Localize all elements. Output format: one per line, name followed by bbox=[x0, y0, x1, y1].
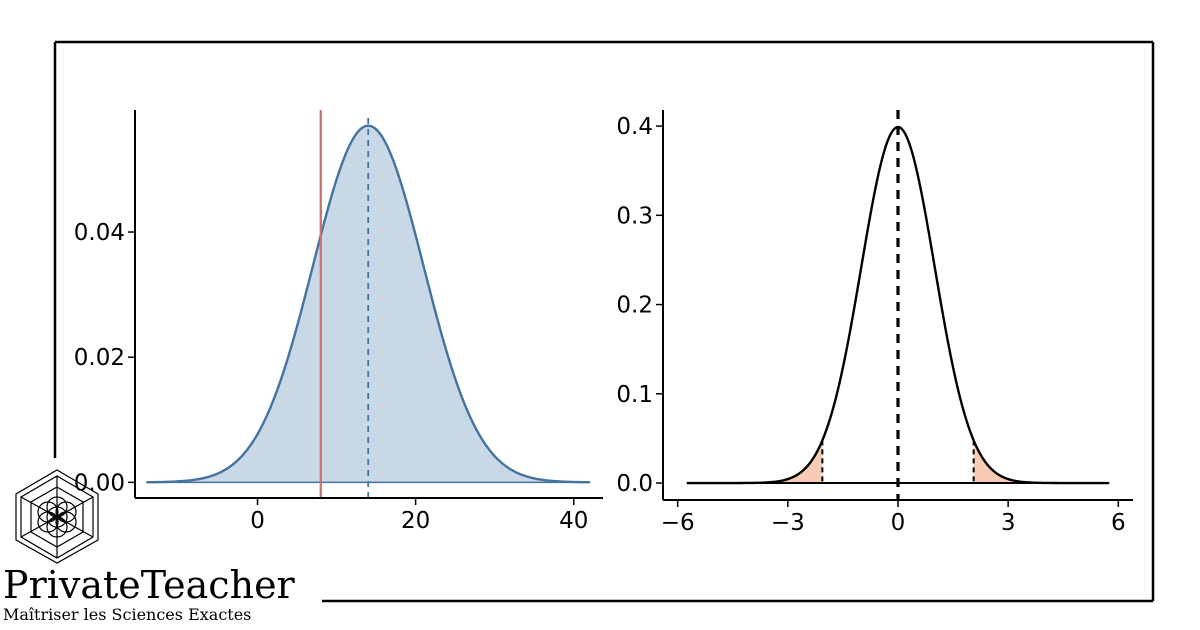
left-x-tick-label: 0 bbox=[250, 508, 265, 534]
right-x-tick-label: −3 bbox=[771, 510, 805, 536]
left-x-ticks: 0 20 40 bbox=[250, 498, 588, 534]
right-y-tick-label: 0.0 bbox=[616, 471, 653, 497]
right-x-tick-label: 6 bbox=[1111, 510, 1126, 536]
left-density-curve bbox=[146, 124, 590, 484]
brand-name: PrivateTeacher bbox=[3, 563, 296, 607]
right-y-tick-label: 0.2 bbox=[616, 293, 653, 319]
left-y-ticks: 0.00 0.02 0.04 bbox=[74, 220, 135, 496]
hexagon-flower-icon bbox=[15, 469, 99, 564]
left-x-tick-label: 40 bbox=[559, 508, 588, 534]
right-y-tick-label: 0.3 bbox=[616, 203, 653, 229]
right-density-chart: −6 −3 0 3 6 0.0 0.1 0.2 0.3 0.4 bbox=[616, 110, 1133, 536]
right-upper-tail-area bbox=[973, 440, 1110, 484]
left-density-chart: 0 20 40 0.00 0.02 0.04 bbox=[74, 110, 603, 534]
left-y-tick-label: 0.02 bbox=[74, 345, 125, 371]
right-y-tick-label: 0.1 bbox=[616, 382, 653, 408]
right-x-ticks: −6 −3 0 3 6 bbox=[661, 500, 1126, 536]
right-x-tick-label: −6 bbox=[661, 510, 695, 536]
right-x-tick-label: 3 bbox=[1001, 510, 1016, 536]
right-x-tick-label: 0 bbox=[891, 510, 906, 536]
left-x-tick-label: 20 bbox=[401, 508, 430, 534]
left-y-tick-label: 0.00 bbox=[74, 470, 125, 496]
brand-tagline: Maîtriser les Sciences Exactes bbox=[3, 605, 251, 624]
figure-frame bbox=[53, 40, 1155, 603]
right-lower-tail-area bbox=[686, 440, 823, 484]
right-y-tick-label: 0.4 bbox=[616, 114, 653, 140]
left-y-tick-label: 0.04 bbox=[74, 220, 125, 246]
right-y-ticks: 0.0 0.1 0.2 0.3 0.4 bbox=[616, 114, 663, 497]
